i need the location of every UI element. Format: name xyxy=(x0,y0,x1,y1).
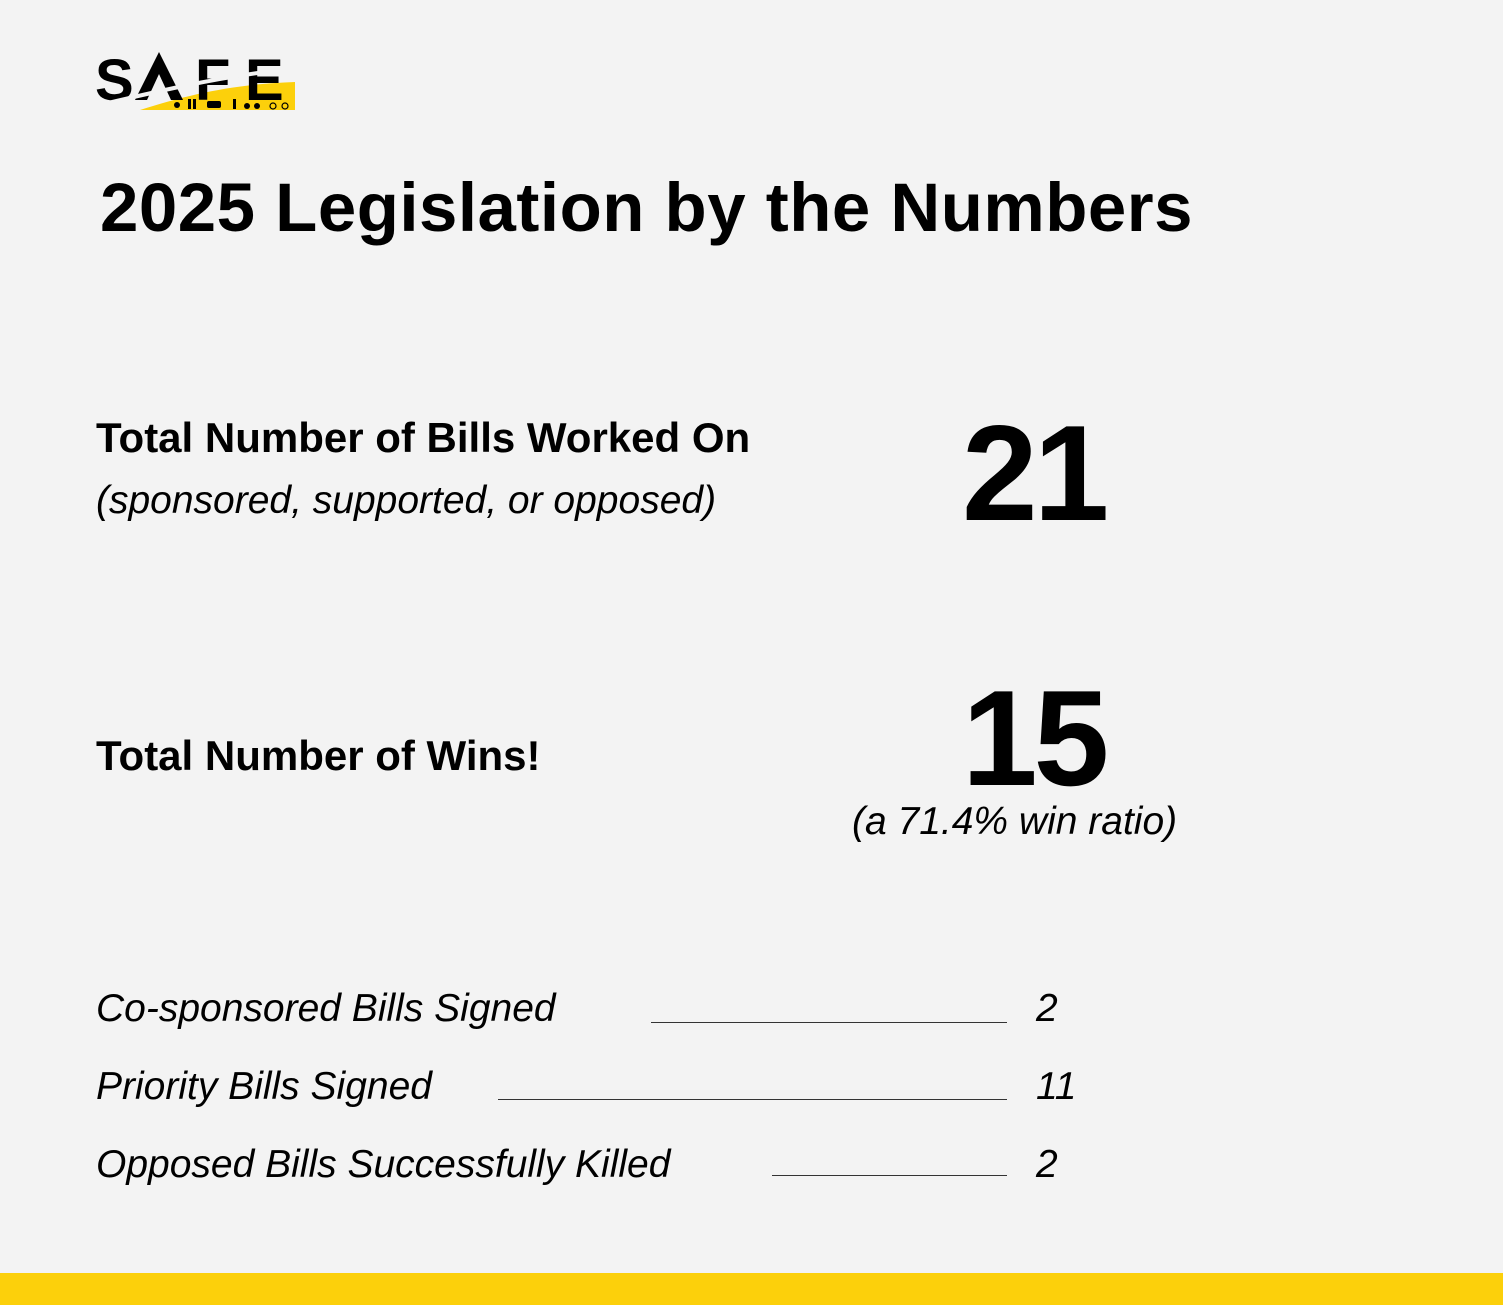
wins-label: Total Number of Wins! xyxy=(96,732,541,779)
leader-line xyxy=(498,1099,1007,1100)
breakdown-row-priority: Priority Bills Signed 11 xyxy=(96,1062,1096,1112)
bills-worked-label: Total Number of Bills Worked On xyxy=(96,414,751,461)
leader-line xyxy=(651,1022,1007,1023)
breakdown-row-cosponsored: Co-sponsored Bills Signed 2 xyxy=(96,984,1096,1034)
breakdown-label: Co-sponsored Bills Signed xyxy=(96,987,556,1030)
breakdown-value: 2 xyxy=(1036,987,1058,1030)
svg-text:E: E xyxy=(245,48,284,113)
breakdown-value: 2 xyxy=(1036,1143,1058,1186)
breakdown-label: Priority Bills Signed xyxy=(96,1065,432,1108)
bills-worked-sublabel: (sponsored, supported, or opposed) xyxy=(96,479,717,522)
safe-logo: S F E xyxy=(95,44,300,114)
bills-worked-value: 21 xyxy=(962,397,1109,549)
leader-line xyxy=(772,1175,1007,1176)
breakdown-value: 11 xyxy=(1036,1065,1077,1108)
breakdown-row-opposed: Opposed Bills Successfully Killed 2 xyxy=(96,1140,1096,1190)
wins-value: 15 xyxy=(962,662,1109,814)
win-ratio-note: (a 71.4% win ratio) xyxy=(852,800,1178,843)
footer-bar xyxy=(0,1273,1503,1305)
page-title: 2025 Legislation by the Numbers xyxy=(100,169,1193,246)
breakdown-label: Opposed Bills Successfully Killed xyxy=(96,1143,671,1186)
